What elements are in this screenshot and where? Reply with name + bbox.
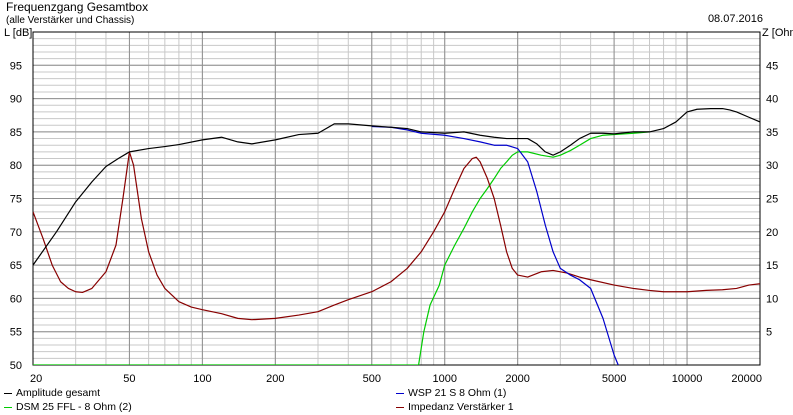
x-tick-label: 100 — [193, 373, 211, 385]
x-tick-label: 20000 — [731, 373, 762, 385]
legend-label: DSM 25 FFL - 8 Ohm (2) — [16, 401, 132, 413]
y-tick-label-left: 75 — [10, 194, 22, 206]
y-tick-label-right: 25 — [766, 194, 778, 206]
legend-label: Amplitude gesamt — [16, 387, 101, 399]
y-tick-label-left: 65 — [10, 260, 22, 272]
y-tick-label-right: 35 — [766, 127, 778, 139]
y-tick-label-right: 5 — [766, 327, 772, 339]
y-tick-label-left: 60 — [10, 293, 22, 305]
series-line-3 — [371, 125, 619, 365]
y-axis-label-left: L [dB] — [4, 27, 32, 39]
legend-swatch — [396, 392, 404, 394]
y-tick-label-left: 90 — [10, 94, 22, 106]
y-tick-label-right: 10 — [766, 293, 778, 305]
legend-swatch — [396, 406, 404, 408]
tick-labels: 20 50 100 200 500 1000 2000 5000 10000 20000 50 55 6… — [10, 60, 779, 385]
x-tick-label: 20 — [30, 373, 42, 385]
y-tick-label-right: 15 — [766, 260, 778, 272]
y-tick-label-right: 30 — [766, 160, 778, 172]
y-tick-label-right: 40 — [766, 94, 778, 106]
legend-item: DSM 25 FFL - 8 Ohm (2) — [4, 401, 132, 413]
x-tick-label: 500 — [363, 373, 381, 385]
chart-date: 08.07.2016 — [707, 13, 763, 25]
x-tick-label: 5000 — [602, 373, 626, 385]
y-tick-label-left: 95 — [10, 60, 22, 72]
legend-swatch — [4, 392, 12, 394]
y-axis-label-right: Z [Ohm] — [762, 27, 793, 39]
axis-labels: L [dB] Z [Ohm] — [4, 27, 793, 39]
legend-item: WSP 21 S 8 Ohm (1) — [396, 387, 506, 399]
series-lines — [33, 107, 760, 365]
y-tick-label-right: 45 — [766, 60, 778, 72]
legend-item: Amplitude gesamt — [4, 387, 100, 399]
legend-swatch — [4, 406, 12, 408]
y-tick-label-left: 85 — [10, 127, 22, 139]
series-line-2 — [33, 131, 650, 365]
x-tick-label: 10000 — [672, 373, 703, 385]
y-tick-label-left: 80 — [10, 160, 22, 172]
x-tick-label: 50 — [123, 373, 135, 385]
x-tick-label: 2000 — [505, 373, 529, 385]
major-grid — [32, 32, 761, 366]
chart-subtitle: (alle Verstärker und Chassis) — [6, 15, 135, 26]
series-line-4 — [33, 151, 760, 321]
y-tick-label-right: 20 — [766, 227, 778, 239]
chart-title: Frequenzgang Gesamtbox — [6, 0, 149, 14]
x-tick-label: 1000 — [432, 373, 456, 385]
y-tick-label-left: 70 — [10, 227, 22, 239]
legend-item: Impedanz Verstärker 1 — [396, 401, 514, 413]
series-line-1 — [33, 107, 760, 266]
y-tick-label-left: 50 — [10, 360, 22, 372]
legend-label: Impedanz Verstärker 1 — [408, 401, 514, 413]
x-tick-label: 200 — [266, 373, 284, 385]
y-tick-label-left: 55 — [10, 327, 22, 339]
legend-label: WSP 21 S 8 Ohm (1) — [408, 387, 507, 399]
